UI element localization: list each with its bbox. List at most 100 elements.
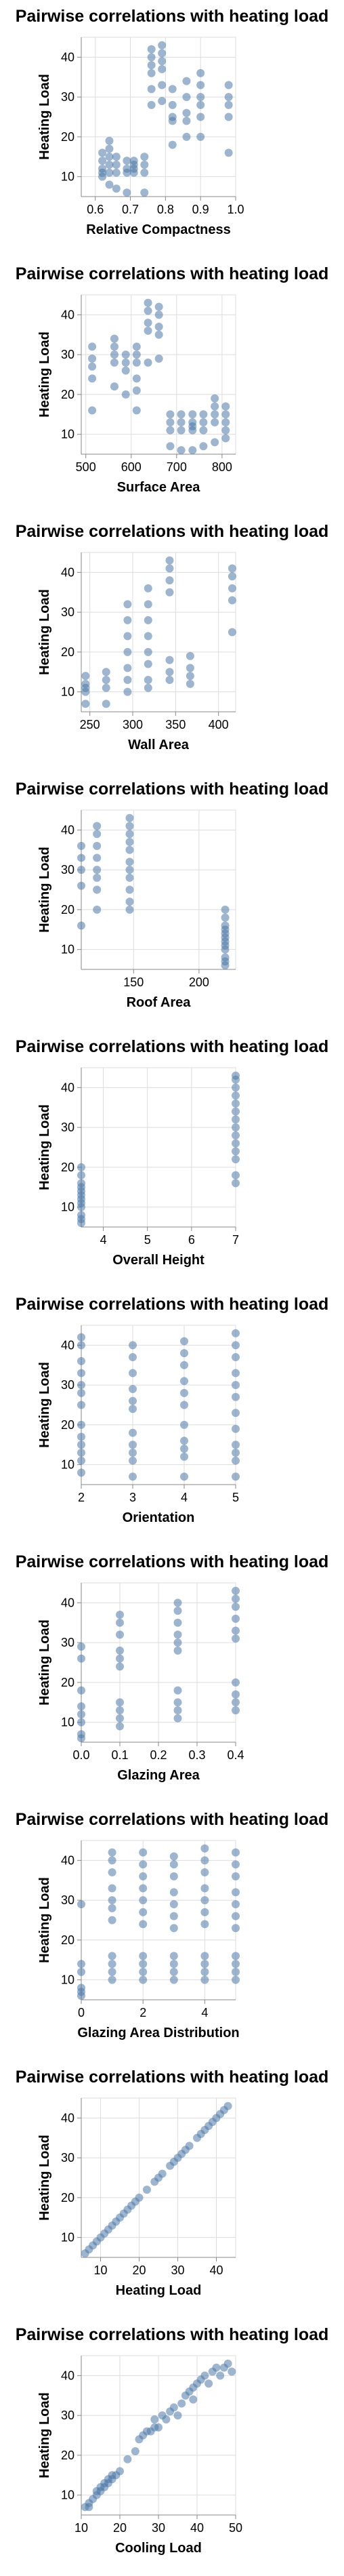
scatter-point xyxy=(125,858,134,866)
scatter-point xyxy=(200,1856,209,1865)
y-tick-label: 40 xyxy=(61,1338,74,1352)
scatter-point xyxy=(173,2411,182,2420)
scatter-point xyxy=(224,113,233,121)
scatter-point xyxy=(140,168,149,177)
scatter-point xyxy=(232,1369,240,1377)
y-axis-title: Heating Load xyxy=(37,847,52,933)
y-tick-label: 30 xyxy=(61,605,74,619)
scatter-point xyxy=(232,1107,240,1116)
x-tick-label: 350 xyxy=(165,718,186,731)
scatter-point xyxy=(98,148,107,157)
scatter-point xyxy=(116,1714,124,1723)
scatter-point xyxy=(232,1698,240,1707)
chart-title: Pairwise correlations with heating load xyxy=(16,264,329,283)
chart-panel: Pairwise correlations with heating load 1… xyxy=(0,773,344,1030)
scatter-point xyxy=(223,2101,232,2110)
scatter-point xyxy=(186,672,194,681)
x-tick-label: 800 xyxy=(212,460,232,474)
scatter-point xyxy=(221,905,230,914)
x-tick-label: 0.0 xyxy=(72,1748,89,1762)
y-tick-label: 30 xyxy=(61,1378,74,1392)
y-tick-label: 30 xyxy=(61,348,74,361)
scatter-point xyxy=(169,1900,178,1908)
y-tick-label: 40 xyxy=(61,50,74,64)
scatter-point xyxy=(139,1860,148,1869)
scatter-point xyxy=(147,45,156,54)
scatter-point xyxy=(232,1912,240,1920)
scatter-point xyxy=(139,1960,148,1969)
scatter-point xyxy=(125,905,134,914)
scatter-point xyxy=(232,1860,240,1869)
scatter-point xyxy=(102,668,110,677)
scatter-point xyxy=(108,1967,116,1976)
scatter-point xyxy=(173,1618,182,1627)
scatter-point xyxy=(180,1349,188,1358)
scatter-point xyxy=(168,100,177,109)
scatter-point xyxy=(129,1441,137,1449)
scatter-point xyxy=(123,600,132,609)
chart-title: Pairwise correlations with heating load xyxy=(16,2068,329,2087)
scatter-point xyxy=(232,1083,240,1092)
scatter-point xyxy=(123,664,132,672)
scatter-point xyxy=(144,647,152,656)
x-tick-label: 0.1 xyxy=(111,1748,128,1762)
scatter-point xyxy=(223,2359,232,2368)
scatter-point xyxy=(123,616,132,624)
y-tick-label: 10 xyxy=(61,1973,74,1987)
scatter-point xyxy=(88,374,97,383)
y-tick-label: 30 xyxy=(61,2151,74,2165)
scatter-point xyxy=(228,628,236,637)
scatter-point xyxy=(144,319,152,327)
scatter-point xyxy=(144,326,152,335)
x-axis-title: Wall Area xyxy=(128,738,190,752)
scatter-point xyxy=(108,1916,116,1925)
x-tick-label: 4 xyxy=(100,1233,107,1247)
y-tick-label: 20 xyxy=(61,645,74,659)
plot-area xyxy=(81,1840,236,2000)
scatter-point xyxy=(185,2141,194,2150)
scatter-point xyxy=(110,334,119,343)
scatter-point xyxy=(129,1405,137,1413)
scatter-point xyxy=(177,418,186,426)
scatter-point xyxy=(112,168,121,177)
scatter-point xyxy=(125,838,134,846)
scatter-point xyxy=(232,1409,240,1417)
scatter-point xyxy=(158,65,167,73)
scatter-point xyxy=(165,668,174,677)
y-tick-label: 40 xyxy=(61,1853,74,1867)
scatter-point xyxy=(188,410,197,419)
scatter-point xyxy=(123,676,132,684)
scatter-point xyxy=(110,350,119,359)
scatter-point xyxy=(232,1967,240,1976)
scatter-point xyxy=(93,841,102,850)
scatter-point xyxy=(77,1643,85,1651)
y-tick-label: 10 xyxy=(61,2489,74,2502)
scatter-point xyxy=(116,1722,124,1731)
scatter-point xyxy=(135,2193,144,2202)
scatter-point xyxy=(228,572,236,581)
scatter-point xyxy=(77,1341,85,1350)
y-axis-title: Heating Load xyxy=(37,1362,52,1448)
scatter-point xyxy=(232,1449,240,1457)
scatter-point xyxy=(147,100,156,109)
x-tick-label: 0.6 xyxy=(87,203,104,216)
scatter-point xyxy=(169,1912,178,1920)
x-tick-label: 2 xyxy=(139,2006,146,2019)
scatter-point xyxy=(232,1441,240,1449)
x-tick-label: 4 xyxy=(181,1491,188,1504)
scatter-point xyxy=(188,426,197,435)
scatter-point xyxy=(93,866,102,874)
scatter-point xyxy=(77,1333,85,1342)
scatter-point xyxy=(140,153,149,161)
scatter-point xyxy=(196,132,205,141)
scatter-point xyxy=(144,632,152,641)
x-axis-title: Overall Height xyxy=(112,1253,205,1268)
scatter-point xyxy=(177,2399,186,2408)
x-tick-label: 40 xyxy=(190,2521,204,2535)
scatter-point xyxy=(196,81,205,89)
x-tick-label: 30 xyxy=(152,2521,165,2535)
scatter-point xyxy=(139,1975,148,1984)
scatter-chart: Pairwise correlations with heating load 0… xyxy=(16,1552,329,1783)
scatter-point xyxy=(169,1852,178,1861)
y-axis-title: Heating Load xyxy=(37,1104,52,1190)
